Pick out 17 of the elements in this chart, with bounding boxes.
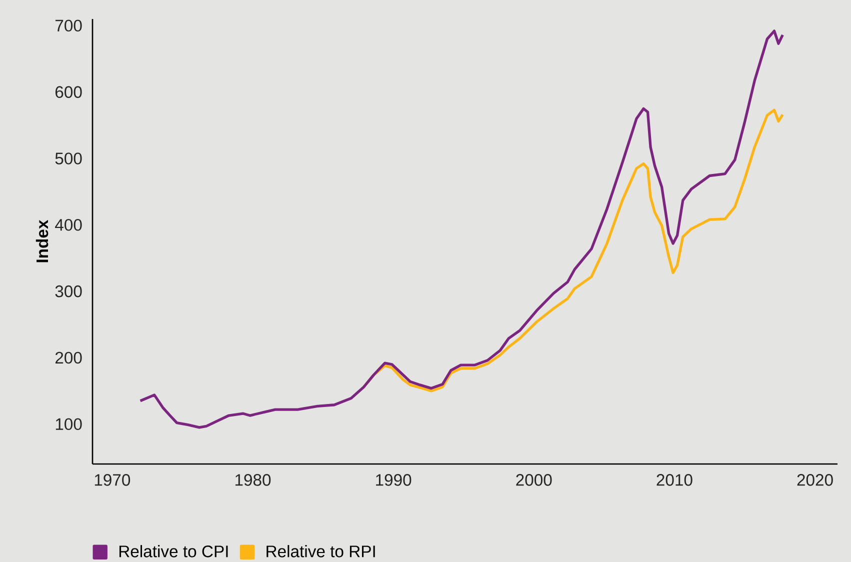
y-axis-title: Index [36,220,48,262]
x-tick-label: 1990 [376,474,412,486]
legend-label: Relative to RPI [266,545,375,558]
x-tick-label: 1970 [94,474,130,486]
legend-label: Relative to CPI [119,545,228,558]
x-tick-label: 2000 [516,474,552,486]
y-tick-label: 300 [55,285,82,298]
line-series [138,30,784,429]
x-tick-label: 1980 [235,474,271,486]
x-tick-label: 2010 [656,474,692,486]
y-tick-label: 400 [55,219,82,231]
y-tick-label: 600 [55,86,82,98]
y-tick-label: 500 [55,152,82,164]
y-tick-label: 200 [55,352,82,364]
y-tick-label: 700 [56,20,82,32]
x-tick-label: 2020 [797,474,833,486]
y-tick-label: 100 [56,418,82,430]
